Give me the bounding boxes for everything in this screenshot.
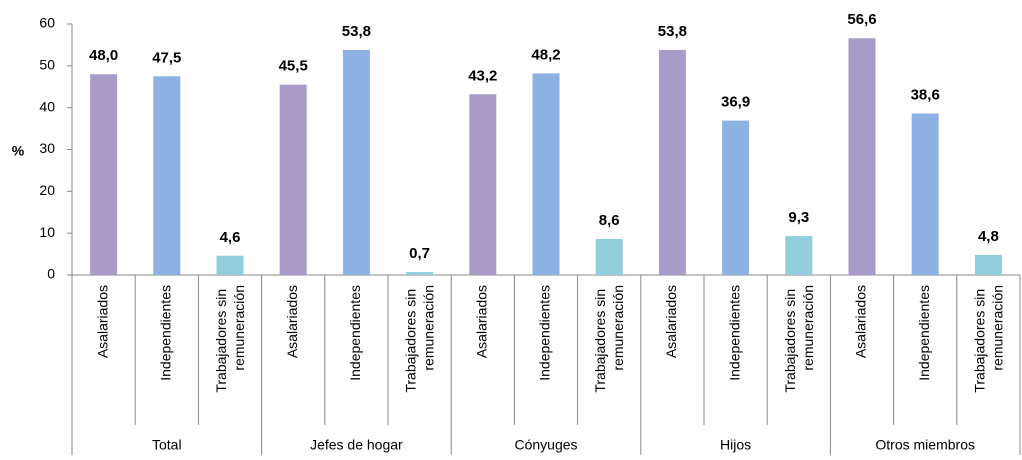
x-tick-label: Independientes [537, 285, 553, 381]
x-tick-label: Trabajadores sin remuneración [213, 285, 247, 393]
bar [469, 94, 497, 275]
x-group-label: Hijos [720, 437, 751, 453]
bar [595, 239, 623, 275]
bar [848, 38, 876, 276]
bar [279, 84, 307, 276]
x-tick-label: Trabajadores sin remuneración [403, 285, 437, 393]
value-label: 4,6 [220, 229, 241, 246]
x-tick-label: Trabajadores sin remuneración [971, 285, 1005, 393]
value-label: 53,8 [342, 23, 371, 40]
value-label: 53,8 [658, 23, 687, 40]
bar [974, 254, 1002, 275]
x-tick-label: Independientes [916, 285, 932, 381]
x-group-label: Otros miembros [875, 437, 975, 453]
bar [785, 236, 813, 275]
x-tick-label: Trabajadores sin remuneración [782, 285, 816, 393]
value-label: 38,6 [911, 87, 940, 104]
value-label: 36,9 [721, 94, 750, 111]
x-group-label: Jefes de hogar [310, 437, 403, 453]
x-tick-label: Asalariados [853, 285, 869, 358]
x-tick-label: Asalariados [94, 285, 110, 358]
x-tick-label: Asalariados [474, 285, 490, 358]
y-tick-label: 0 [47, 266, 55, 282]
value-label: 45,5 [279, 58, 308, 75]
y-tick-label: 30 [39, 140, 55, 156]
value-label: 48,0 [89, 47, 118, 64]
value-label: 56,6 [847, 11, 876, 28]
bar [532, 73, 560, 275]
bar [216, 255, 244, 275]
value-label: 48,2 [531, 46, 560, 63]
bar [722, 120, 750, 275]
value-label: 4,8 [978, 228, 999, 245]
bar [658, 49, 686, 275]
x-tick-label: Trabajadores sin remuneración [592, 285, 626, 393]
bar [153, 76, 181, 276]
x-tick-label: Independientes [347, 285, 363, 381]
y-tick-label: 20 [39, 182, 55, 198]
x-tick-label: Asalariados [663, 285, 679, 358]
y-tick-label: 60 [39, 15, 55, 31]
y-axis-label: % [12, 143, 25, 159]
y-tick-label: 10 [39, 224, 55, 240]
y-tick-label: 50 [39, 57, 55, 73]
x-group-label: Total [152, 437, 182, 453]
value-label: 43,2 [468, 67, 497, 84]
x-tick-label: Independientes [726, 285, 742, 381]
value-label: 9,3 [788, 209, 809, 226]
value-label: 47,5 [152, 49, 181, 66]
bar [911, 113, 939, 275]
bar [90, 74, 118, 275]
value-label: 8,6 [599, 212, 620, 229]
x-tick-label: Asalariados [284, 285, 300, 358]
y-tick-label: 40 [39, 98, 55, 114]
value-label: 0,7 [409, 245, 430, 262]
bar [342, 49, 370, 275]
bar [406, 272, 434, 275]
x-group-label: Cónyuges [514, 437, 577, 453]
x-tick-label: Independientes [158, 285, 174, 381]
